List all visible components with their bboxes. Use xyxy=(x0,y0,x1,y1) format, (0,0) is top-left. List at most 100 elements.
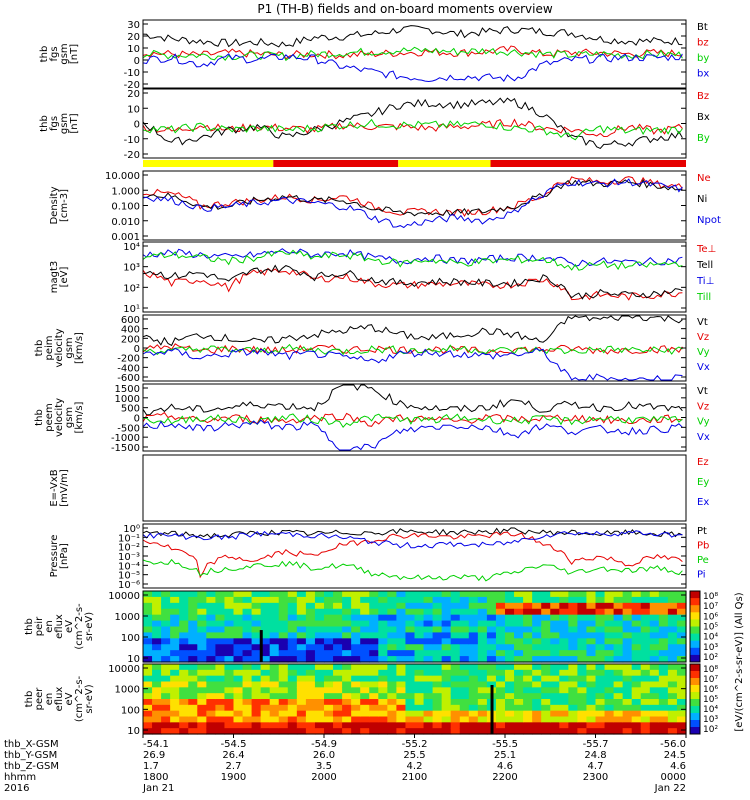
spectrogram-cell xyxy=(568,699,578,706)
spectrogram-cell xyxy=(649,699,660,706)
spectrogram-cell xyxy=(622,687,633,694)
spectrogram-cell xyxy=(242,710,253,718)
spectrogram-cell xyxy=(523,675,533,683)
y-axis-label: [nT] xyxy=(69,44,80,64)
spectrogram-cell xyxy=(296,614,307,622)
spectrogram-cell xyxy=(287,644,298,651)
spectrogram-cell xyxy=(342,710,352,718)
spectrogram-cell xyxy=(414,591,425,598)
spectrogram-cell xyxy=(170,596,180,604)
spectrogram-cell xyxy=(260,626,271,634)
spectrogram-cell xyxy=(161,664,171,671)
spectrogram-cell xyxy=(260,632,271,639)
y-axis-label: sr-eV) xyxy=(84,612,95,641)
series-Vy-line xyxy=(142,343,683,356)
spectrogram-cell xyxy=(495,693,506,700)
spectrogram-cell xyxy=(224,699,235,706)
spectrogram-cell xyxy=(541,650,551,657)
spectrogram-cell xyxy=(161,632,171,639)
spectrogram-cell xyxy=(278,596,289,604)
series-Bz-line xyxy=(142,118,683,138)
y-tick-label: 1000 xyxy=(115,612,140,623)
spectrogram-cell xyxy=(396,638,407,645)
spectrogram-cell xyxy=(161,596,171,604)
spectrogram-cell xyxy=(405,626,416,634)
spectrogram-cell xyxy=(324,626,334,634)
spectrogram-cell xyxy=(667,669,678,677)
spectrogram-cell xyxy=(396,716,407,723)
spectrogram-cell xyxy=(197,626,207,634)
spectrogram-cell xyxy=(631,716,642,723)
spectrogram-cell xyxy=(296,716,307,723)
spectrogram-cell xyxy=(514,710,524,718)
spectrogram-cell xyxy=(360,710,370,718)
spectrogram-cell xyxy=(604,608,615,616)
spectrogram-cell xyxy=(296,591,307,598)
y-tick-label: 0.001 xyxy=(111,232,140,243)
spectrogram-cell xyxy=(287,650,298,657)
spectrogram-cell xyxy=(514,626,524,634)
y-tick-label: 10⁻⁶ xyxy=(118,580,140,591)
spectrogram-cell xyxy=(568,608,578,616)
spectrogram-cell xyxy=(523,608,533,616)
spectrogram-cell xyxy=(405,704,416,712)
spectrogram-cell xyxy=(559,716,569,723)
spectrogram-cell xyxy=(613,669,624,677)
spectrogram-cell xyxy=(342,656,352,663)
spectrogram-cell xyxy=(387,704,397,712)
spectrogram-cell xyxy=(622,632,633,639)
spectrogram-cell xyxy=(287,699,298,706)
spectrogram-cell xyxy=(450,596,461,604)
spectrogram-cell xyxy=(351,620,361,628)
spectrogram-cell xyxy=(495,602,506,610)
spectrogram-cell xyxy=(667,704,678,712)
legend-Vy: Vy xyxy=(697,347,710,358)
data-gap-marker xyxy=(490,685,494,734)
spectrogram-cell xyxy=(333,620,343,628)
y-axis-label: [cm-3] xyxy=(59,189,70,222)
spectrogram-cell xyxy=(170,644,180,651)
spectrogram-cell xyxy=(631,644,642,651)
spectrogram-cell xyxy=(378,656,388,663)
spectrogram-cell xyxy=(676,675,687,683)
spectrogram-cell xyxy=(658,699,669,706)
bottom-axis-value: 24.5 xyxy=(664,750,686,761)
spectrogram-cell xyxy=(233,664,244,671)
spectrogram-cell xyxy=(432,656,443,663)
spectrogram-cell xyxy=(369,638,379,645)
spectrogram-cell xyxy=(459,722,470,729)
spectrogram-cell xyxy=(514,656,524,663)
spectrogram-cell xyxy=(305,614,316,622)
series-Vx-line xyxy=(142,419,683,451)
spectrogram-cell xyxy=(351,596,361,604)
bottom-axis-value: 4.2 xyxy=(407,761,423,772)
spectrogram-cell xyxy=(432,728,443,735)
spectrogram-cell xyxy=(432,591,443,598)
spectrogram-cell xyxy=(161,728,171,735)
bottom-axis-value: 26.9 xyxy=(143,750,165,761)
spectrogram-cell xyxy=(495,704,506,712)
spectrogram-cell xyxy=(423,602,434,610)
spectrogram-cell xyxy=(586,693,597,700)
y-axis-label: thb xyxy=(24,691,35,708)
spectrogram-cell xyxy=(378,602,388,610)
spectrogram-cell xyxy=(170,693,180,700)
spectrogram-cell xyxy=(215,602,226,610)
spectrogram-cell xyxy=(595,650,606,657)
spectrogram-cell xyxy=(305,693,316,700)
spectrogram-cell xyxy=(477,614,488,622)
spectrogram-cell xyxy=(305,620,316,628)
spectrogram-cell xyxy=(622,614,633,622)
spectrogram-cell xyxy=(260,591,271,598)
spectrogram-cell xyxy=(387,693,397,700)
spectrogram-cell xyxy=(559,722,569,729)
y-axis-label: velocity xyxy=(54,328,65,367)
spectrogram-cell xyxy=(595,693,606,700)
spectrogram-cell xyxy=(541,620,551,628)
spectrogram-cell xyxy=(251,693,262,700)
legend-Ni: Ni xyxy=(697,194,707,205)
spectrogram-cell xyxy=(676,728,687,735)
y-axis-label: thb xyxy=(34,340,45,357)
spectrogram-cell xyxy=(595,722,606,729)
